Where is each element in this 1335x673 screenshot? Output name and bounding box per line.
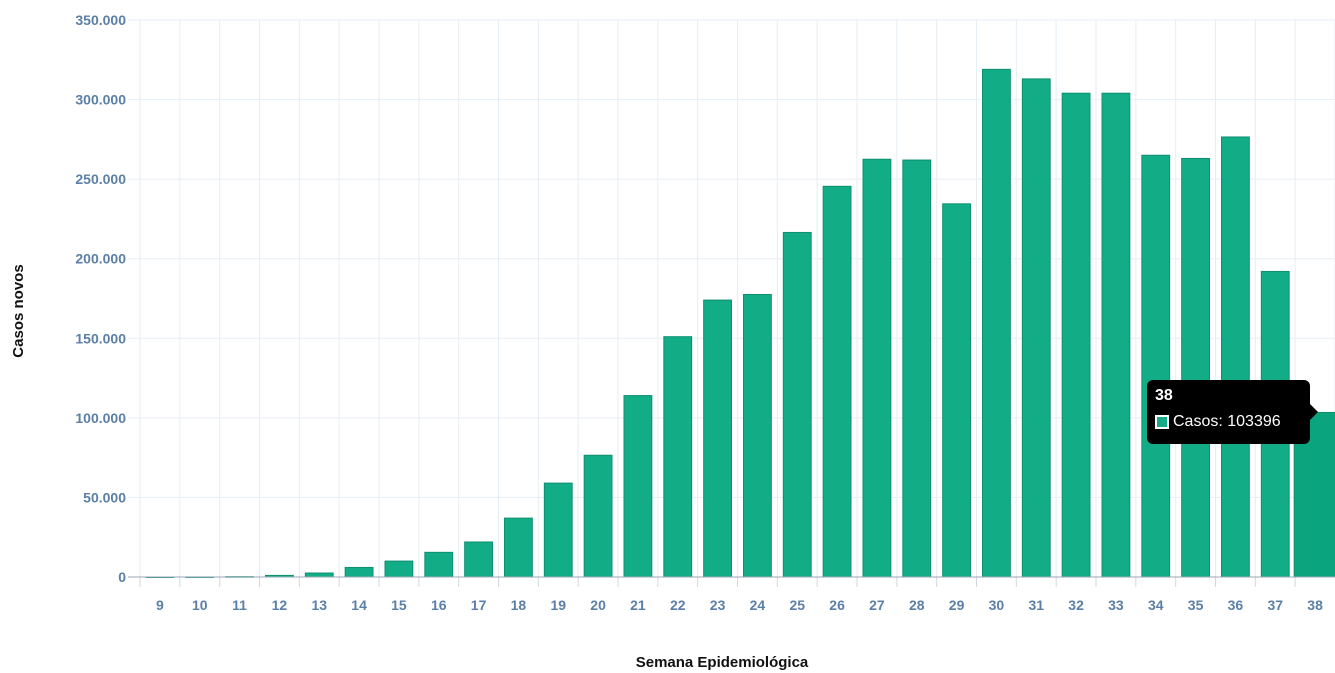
x-tick-label: 17	[471, 597, 487, 613]
x-tick-label: 36	[1228, 597, 1244, 613]
y-axis-title: Casos novos	[10, 264, 27, 357]
bar-33[interactable]	[1101, 92, 1131, 578]
x-tick-label: 31	[1028, 597, 1044, 613]
y-tick-label: 0	[118, 569, 126, 585]
y-tick-label: 100.000	[75, 410, 126, 426]
bar-20[interactable]	[583, 454, 613, 578]
bar-28[interactable]	[902, 159, 932, 578]
x-tick-label: 30	[989, 597, 1005, 613]
x-tick-label: 11	[232, 597, 247, 613]
x-tick-label: 12	[272, 597, 288, 613]
x-tick-label: 33	[1108, 597, 1124, 613]
bar-24[interactable]	[743, 294, 772, 578]
x-tick-label: 38	[1307, 597, 1323, 613]
bar-15[interactable]	[384, 560, 414, 578]
x-tick-label: 24	[750, 597, 766, 613]
x-tick-label: 34	[1148, 597, 1164, 613]
bars	[145, 68, 1335, 578]
bar-14[interactable]	[344, 566, 374, 578]
bar-36[interactable]	[1221, 136, 1250, 578]
x-tick-label: 26	[829, 597, 845, 613]
y-tick-label: 200.000	[75, 251, 126, 267]
x-tick-label: 29	[949, 597, 965, 613]
x-tick-label: 32	[1068, 597, 1084, 613]
bar-17[interactable]	[464, 541, 493, 578]
bar-26[interactable]	[822, 185, 852, 578]
x-tick-label: 28	[909, 597, 925, 613]
x-tick-label: 18	[511, 597, 527, 613]
y-tick-label: 50.000	[83, 489, 126, 505]
x-tick-label: 14	[351, 597, 367, 613]
x-tick-label: 20	[590, 597, 606, 613]
x-tick-label: 19	[550, 597, 566, 613]
bar-22[interactable]	[663, 336, 693, 578]
x-tick-label: 10	[192, 597, 208, 613]
bar-30[interactable]	[982, 68, 1011, 578]
x-tick-label: 15	[391, 597, 407, 613]
y-tick-label: 150.000	[75, 330, 126, 346]
bar-25[interactable]	[782, 231, 812, 578]
x-tick-label: 25	[789, 597, 805, 613]
x-tick-label: 35	[1188, 597, 1204, 613]
x-tick-label: 21	[630, 597, 646, 613]
x-tick-label: 22	[670, 597, 686, 613]
y-tick-label: 250.000	[75, 171, 126, 187]
y-tick-label: 350.000	[75, 12, 126, 28]
x-tick-label: 13	[311, 597, 327, 613]
y-axis-ticks: 0 50.000 100.000 150.000 200.000 250.000 300.0…	[75, 12, 126, 585]
bar-21[interactable]	[623, 395, 653, 578]
x-tick-label: 37	[1267, 597, 1283, 613]
tooltip-title: 38	[1155, 387, 1173, 404]
bar-31[interactable]	[1021, 78, 1051, 578]
bar-tooltip: 38 Casos: 103396	[1147, 380, 1318, 444]
bar-29[interactable]	[942, 203, 972, 578]
x-tick-label: 27	[869, 597, 885, 613]
bar-19[interactable]	[543, 482, 573, 578]
y-tick-label: 300.000	[75, 92, 126, 108]
bar-16[interactable]	[424, 551, 454, 578]
bar-35[interactable]	[1181, 157, 1210, 578]
x-tick-label: 9	[156, 597, 164, 613]
bar-27[interactable]	[862, 158, 892, 578]
tooltip-value: Casos: 103396	[1173, 413, 1281, 430]
bar-18[interactable]	[504, 517, 533, 578]
x-tick-label: 23	[710, 597, 726, 613]
bar-13[interactable]	[304, 572, 334, 578]
x-tick-label: 16	[431, 597, 447, 613]
x-axis-title: Semana Epidemiológica	[636, 654, 809, 671]
bar-34[interactable]	[1141, 154, 1171, 578]
tooltip-swatch-icon	[1155, 415, 1169, 429]
x-axis-ticks: 9 10 11 12 13 14 15 16 17 18 19 20 21 22 23 24 25 26 27 28 2…	[139, 577, 1323, 613]
bar-23[interactable]	[703, 299, 733, 578]
bar-32[interactable]	[1061, 92, 1091, 578]
